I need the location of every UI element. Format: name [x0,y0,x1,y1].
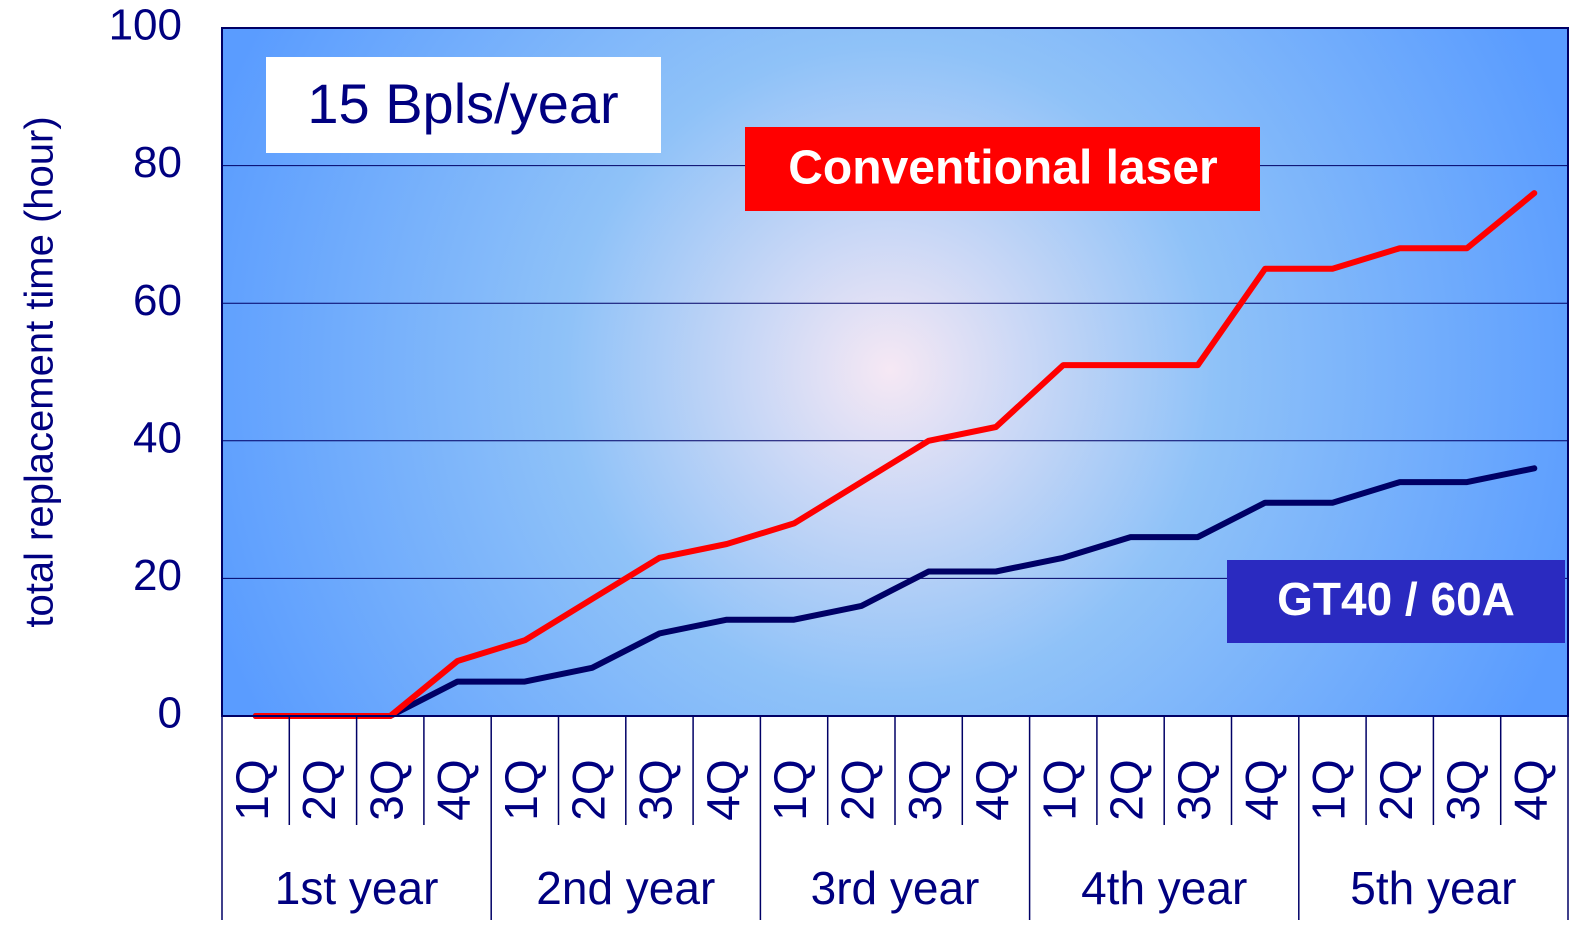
x-tick-label: 1Q [1033,759,1085,820]
y-tick-label: 60 [133,276,182,325]
x-tick-label: 3Q [899,759,951,820]
x-tick-label: 2Q [562,759,614,820]
y-tick-label: 0 [158,689,182,738]
series-label: GT40 / 60A [1277,573,1515,625]
x-group-label: 3rd year [811,862,980,914]
series-label-box [1227,560,1565,643]
series-label: Conventional laser [788,142,1217,195]
x-tick-label: 4Q [966,759,1018,820]
x-tick-label: 2Q [293,759,345,820]
x-tick-label: 2Q [832,759,884,820]
x-tick-label: 2Q [1101,759,1153,820]
y-axis-label: total replacement time (hour) [18,116,62,627]
x-tick-label: 1Q [1303,759,1355,820]
y-tick-label: 100 [109,1,182,50]
x-tick-label: 1Q [226,759,278,820]
x-tick-label: 4Q [697,759,749,820]
x-group-label: 5th year [1350,862,1516,914]
x-group-label: 1st year [275,862,439,914]
x-tick-label: 3Q [1168,759,1220,820]
annotation: 15 Bpls/year [307,72,618,135]
x-tick-label: 4Q [428,759,480,820]
x-tick-label: 3Q [630,759,682,820]
x-tick-label: 3Q [360,759,412,820]
series-line [252,190,1538,719]
x-group-label: 4th year [1081,862,1247,914]
x-tick-label: 4Q [1235,759,1287,820]
annotation-box [266,57,661,153]
x-tick-label: 3Q [1437,759,1489,820]
x-group-label: 2nd year [536,862,715,914]
y-tick-label: 40 [133,413,182,462]
series-line [252,465,1538,719]
x-tick-label: 1Q [764,759,816,820]
y-tick-label: 20 [133,551,182,600]
x-tick-label: 1Q [495,759,547,820]
x-tick-label: 2Q [1370,759,1422,820]
x-tick-label: 4Q [1505,759,1557,820]
y-tick-label: 80 [133,138,182,187]
series-label-box [745,127,1260,211]
